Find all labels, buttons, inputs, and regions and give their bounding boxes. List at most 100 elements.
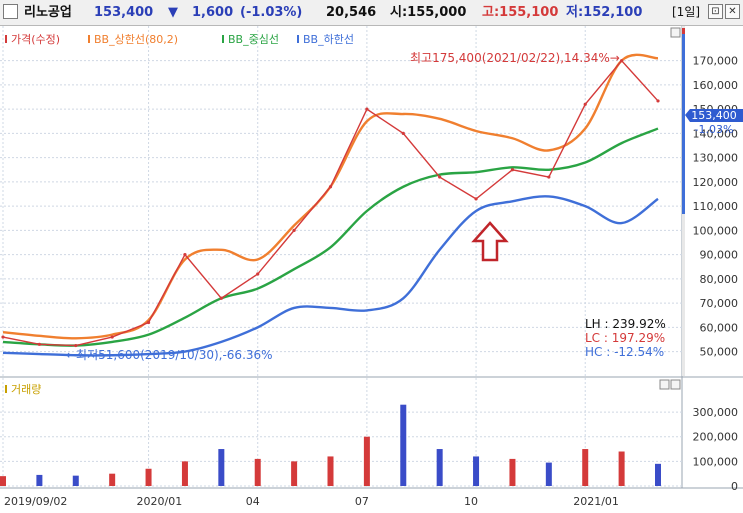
y-tick-label: 160,000 — [693, 79, 739, 92]
current-change-tag: -1.03% — [695, 123, 734, 136]
price-line-point — [1, 335, 5, 339]
open-price: 시:155,000 — [390, 5, 467, 20]
close-icon[interactable]: ✕ — [725, 4, 740, 19]
price-gridlines — [0, 26, 682, 488]
hc-label: HC : -12.54% — [585, 345, 664, 359]
legend-bb-lower: BB_하한선 — [303, 32, 354, 46]
volume-bar — [291, 461, 298, 486]
series-lines — [1, 53, 660, 357]
volume-title: 거래량 — [11, 383, 41, 396]
volume-bar — [400, 404, 407, 486]
x-tick-label: 2019/09/02 — [4, 495, 67, 508]
price-change: 1,600 — [192, 5, 234, 20]
price-line-point — [110, 335, 114, 339]
y-tick-label: 140,000 — [693, 127, 739, 140]
y-tick-label: 50,000 — [700, 346, 739, 359]
volume-tick-label: 0 — [731, 480, 738, 493]
volume-bar — [145, 468, 152, 486]
x-tick-label: 2020/01 — [137, 495, 183, 508]
volume-axis: 0 100,000 200,000 300,000 — [693, 406, 739, 493]
price-line-point — [583, 102, 587, 106]
volume-bar — [0, 476, 6, 486]
price-line-point — [474, 197, 478, 201]
x-tick-label: 07 — [355, 495, 369, 508]
lc-label: LC : 197.29% — [585, 331, 665, 345]
price-line-point — [401, 131, 405, 136]
legend-bb-mid: BB_중심선 — [228, 33, 279, 46]
price-line-point — [256, 272, 260, 276]
panel-menu-icon[interactable] — [670, 27, 681, 38]
price-line-point — [438, 175, 442, 179]
low-price: 저:152,100 — [566, 5, 643, 20]
price-panel — [0, 26, 682, 376]
volume-bar — [509, 458, 516, 486]
price-line-point — [183, 253, 187, 257]
current-price-tag: 153,400 -1.03% — [685, 109, 743, 136]
y-tick-label: 80,000 — [700, 273, 739, 286]
volume-panel-menu-icon[interactable] — [659, 379, 670, 390]
price-scroll-indicator[interactable] — [682, 34, 685, 214]
trade-volume: 20,546 — [326, 5, 377, 20]
change-arrow-icon: ▼ — [168, 5, 178, 20]
y-tick-label: 90,000 — [700, 249, 739, 262]
stock-header-bar: 리노공업 153,400 ▼ 1,600 (-1.03%) 20,546 시:1… — [0, 0, 743, 26]
price-line-point — [292, 228, 296, 232]
volume-bars — [0, 404, 661, 486]
price-line-point — [620, 59, 624, 63]
period-selector[interactable]: [1일] — [672, 5, 701, 19]
price-line-point — [219, 296, 223, 300]
lh-label: LH : 239.92% — [585, 317, 666, 331]
volume-panel-close-icon[interactable] — [670, 379, 681, 390]
date-axis: 2019/09/02 2020/01 04 07 10 2021/01 — [4, 495, 619, 508]
volume-bar — [36, 474, 43, 486]
legend-bb-upper: BB_상한선(80,2) — [94, 33, 178, 46]
price-line-point — [37, 342, 41, 346]
restore-icon[interactable]: ⊡ — [708, 4, 723, 19]
stock-name[interactable]: 리노공업 — [24, 5, 72, 20]
price-line-point — [365, 107, 369, 111]
y-tick-label: 110,000 — [693, 200, 739, 213]
x-tick-label: 04 — [246, 495, 260, 508]
volume-tick-label: 200,000 — [693, 431, 739, 444]
price-line-point — [328, 185, 333, 189]
price-change-pct: (-1.03%) — [240, 5, 303, 20]
price-line-point — [74, 343, 78, 348]
y-tick-label: 70,000 — [700, 297, 739, 310]
volume-bar — [473, 456, 480, 486]
volume-bar — [254, 458, 261, 486]
price-line-point — [656, 99, 660, 103]
current-price-tag-value: 153,400 — [691, 109, 737, 122]
volume-tick-label: 100,000 — [693, 455, 739, 468]
high-price: 고:155,100 — [482, 5, 559, 20]
price-line-point — [547, 175, 551, 179]
volume-bar — [618, 451, 625, 486]
volume-bar — [109, 473, 116, 486]
max-price-label: 최고175,400(2021/02/22),14.34%→ — [410, 51, 620, 65]
min-price-label: ←최저51,600(2019/10/30),-66.36% — [66, 348, 273, 362]
volume-bar — [582, 449, 589, 486]
volume-bar — [218, 449, 225, 486]
volume-bar — [545, 462, 552, 486]
x-tick-label: 10 — [464, 495, 478, 508]
price-line-point — [146, 320, 151, 325]
current-price: 153,400 — [94, 5, 154, 20]
window-icon[interactable] — [3, 4, 18, 19]
y-tick-label: 100,000 — [693, 224, 739, 237]
volume-bar — [181, 461, 188, 486]
price-line-point — [510, 168, 515, 172]
volume-tick-label: 300,000 — [693, 406, 739, 419]
legend-price: 가격(수정) — [11, 33, 60, 46]
x-tick-label: 2021/01 — [573, 495, 619, 508]
y-tick-label: 120,000 — [693, 176, 739, 189]
price-chart: 50,000 60,000 70,000 80,000 90,000 100,000 110… — [0, 26, 743, 508]
volume-bar — [72, 475, 79, 486]
y-tick-label: 130,000 — [693, 152, 739, 165]
price-axis: 50,000 60,000 70,000 80,000 90,000 100,000 110… — [693, 55, 739, 359]
y-tick-label: 170,000 — [693, 55, 739, 68]
volume-bar — [327, 456, 334, 486]
volume-bar — [436, 449, 443, 486]
y-tick-label: 60,000 — [700, 321, 739, 334]
volume-bar — [363, 436, 370, 486]
volume-panel — [0, 378, 682, 488]
chart-legend: 가격(수정) BB_상한선(80,2) BB_중심선 BB_하한선 — [5, 32, 354, 46]
